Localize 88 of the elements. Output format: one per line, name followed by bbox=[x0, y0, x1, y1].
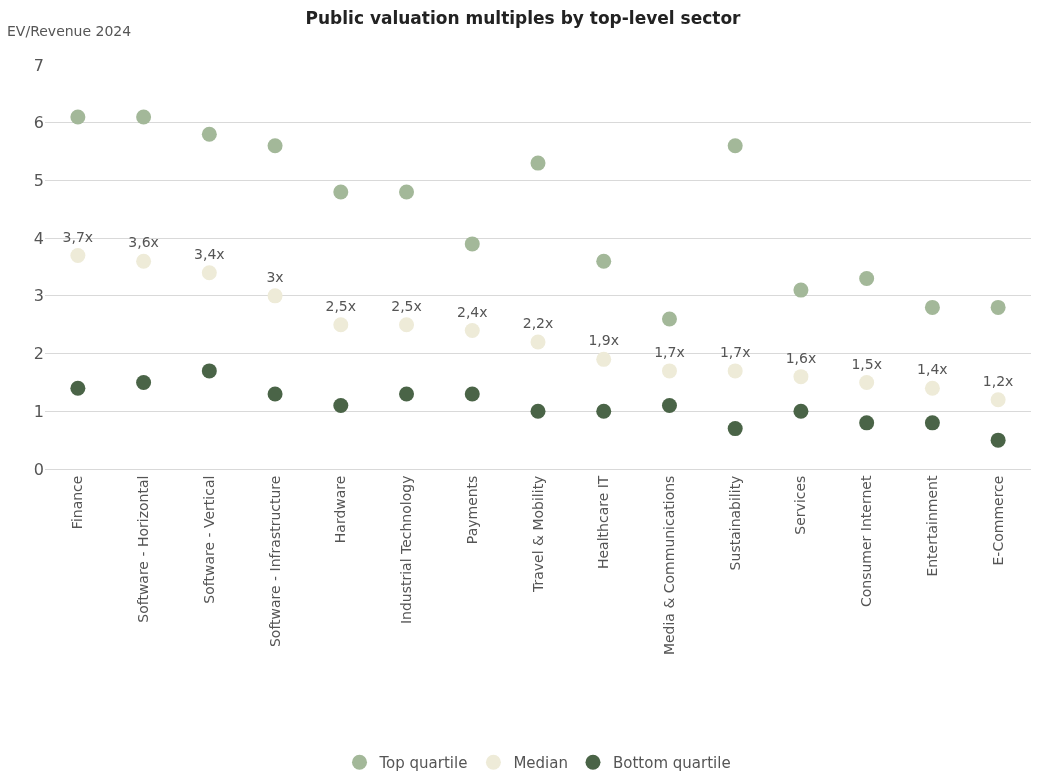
point bbox=[201, 265, 217, 281]
data-label: 2,4x bbox=[456, 303, 488, 320]
chart-title: Public valuation multiples by top-level sector bbox=[305, 7, 742, 28]
data-label: 1,6x bbox=[785, 349, 817, 366]
point bbox=[596, 253, 612, 269]
data-label: 3,6x bbox=[128, 234, 159, 251]
x-tick-label: Services bbox=[792, 475, 809, 535]
point bbox=[70, 247, 86, 263]
x-tick-label: Travel & Mobility bbox=[529, 475, 546, 594]
point bbox=[727, 363, 743, 379]
point bbox=[793, 403, 809, 419]
y-tick-label: 5 bbox=[33, 171, 44, 191]
point bbox=[990, 392, 1006, 408]
point bbox=[990, 432, 1006, 448]
x-tick-label: Finance bbox=[69, 475, 86, 530]
data-label: 2,5x bbox=[391, 297, 422, 314]
y-tick-label: 2 bbox=[33, 344, 44, 364]
point bbox=[399, 317, 415, 333]
x-tick-label: Industrial Technology bbox=[398, 475, 415, 625]
point bbox=[793, 282, 809, 298]
point bbox=[201, 363, 217, 379]
point bbox=[661, 398, 677, 413]
x-tick-label: Software - Infrastructure bbox=[266, 475, 283, 648]
y-tick-label: 1 bbox=[33, 401, 44, 421]
point bbox=[267, 288, 283, 304]
data-label: 3x bbox=[266, 268, 284, 285]
data-label: 1,7x bbox=[654, 344, 685, 361]
x-tick-label: Hardware bbox=[332, 475, 349, 544]
point bbox=[267, 386, 283, 402]
point bbox=[859, 271, 875, 287]
data-label: 1,2x bbox=[982, 372, 1014, 389]
x-tick-label: E-Commerce bbox=[989, 475, 1006, 566]
y-tick-label: 7 bbox=[33, 55, 44, 75]
point bbox=[70, 380, 86, 396]
point bbox=[399, 386, 415, 402]
point bbox=[464, 322, 480, 338]
point bbox=[464, 236, 480, 252]
data-label: 1,9x bbox=[588, 332, 620, 349]
data-label: 2,2x bbox=[522, 315, 554, 332]
point bbox=[136, 253, 152, 269]
point bbox=[859, 374, 875, 390]
x-tick-label: Sustainability bbox=[726, 475, 743, 571]
point bbox=[793, 369, 809, 385]
data-label: 3,4x bbox=[194, 245, 225, 262]
y-tick-label: 4 bbox=[33, 228, 44, 248]
point bbox=[924, 415, 940, 431]
data-label: 1,7x bbox=[719, 344, 751, 361]
point bbox=[530, 403, 546, 419]
point bbox=[727, 421, 743, 437]
point bbox=[201, 126, 217, 142]
point bbox=[661, 311, 677, 327]
point bbox=[70, 109, 86, 125]
y-axis-title: EV/Revenue 2024 bbox=[7, 23, 132, 39]
point bbox=[530, 155, 546, 171]
point bbox=[333, 398, 349, 413]
point bbox=[530, 334, 546, 350]
x-tick-label: Software - Horizontal bbox=[135, 475, 152, 623]
point bbox=[924, 380, 940, 396]
point bbox=[333, 317, 349, 333]
x-tick-label: Payments bbox=[463, 475, 480, 545]
legend-label: Bottom quartile bbox=[612, 754, 731, 773]
point bbox=[859, 415, 875, 431]
x-tick-label: Software - Vertical bbox=[200, 475, 217, 604]
legend-label: Top quartile bbox=[378, 754, 468, 773]
point bbox=[136, 109, 152, 125]
x-tick-label: Entertainment bbox=[923, 475, 940, 577]
point bbox=[136, 374, 152, 390]
point bbox=[596, 351, 612, 367]
point bbox=[333, 184, 349, 200]
x-tick-label: Healthcare IT bbox=[595, 475, 612, 570]
data-label: 1,4x bbox=[917, 361, 948, 378]
data-label: 2,5x bbox=[325, 297, 357, 314]
point bbox=[990, 299, 1006, 315]
point bbox=[267, 138, 283, 154]
point bbox=[596, 403, 612, 419]
data-label: 3,7x bbox=[62, 228, 94, 245]
point bbox=[661, 363, 677, 379]
data-label: 1,5x bbox=[851, 355, 882, 372]
x-tick-label: Media & Communications bbox=[661, 475, 678, 656]
y-tick-label: 6 bbox=[33, 113, 44, 133]
y-tick-label: 3 bbox=[33, 286, 44, 306]
point bbox=[464, 386, 480, 402]
y-tick-label: 0 bbox=[33, 459, 44, 479]
point bbox=[399, 184, 415, 200]
legend-label: Median bbox=[513, 754, 568, 773]
point bbox=[727, 138, 743, 154]
point bbox=[924, 299, 940, 315]
x-tick-label: Consumer Internet bbox=[858, 475, 875, 608]
